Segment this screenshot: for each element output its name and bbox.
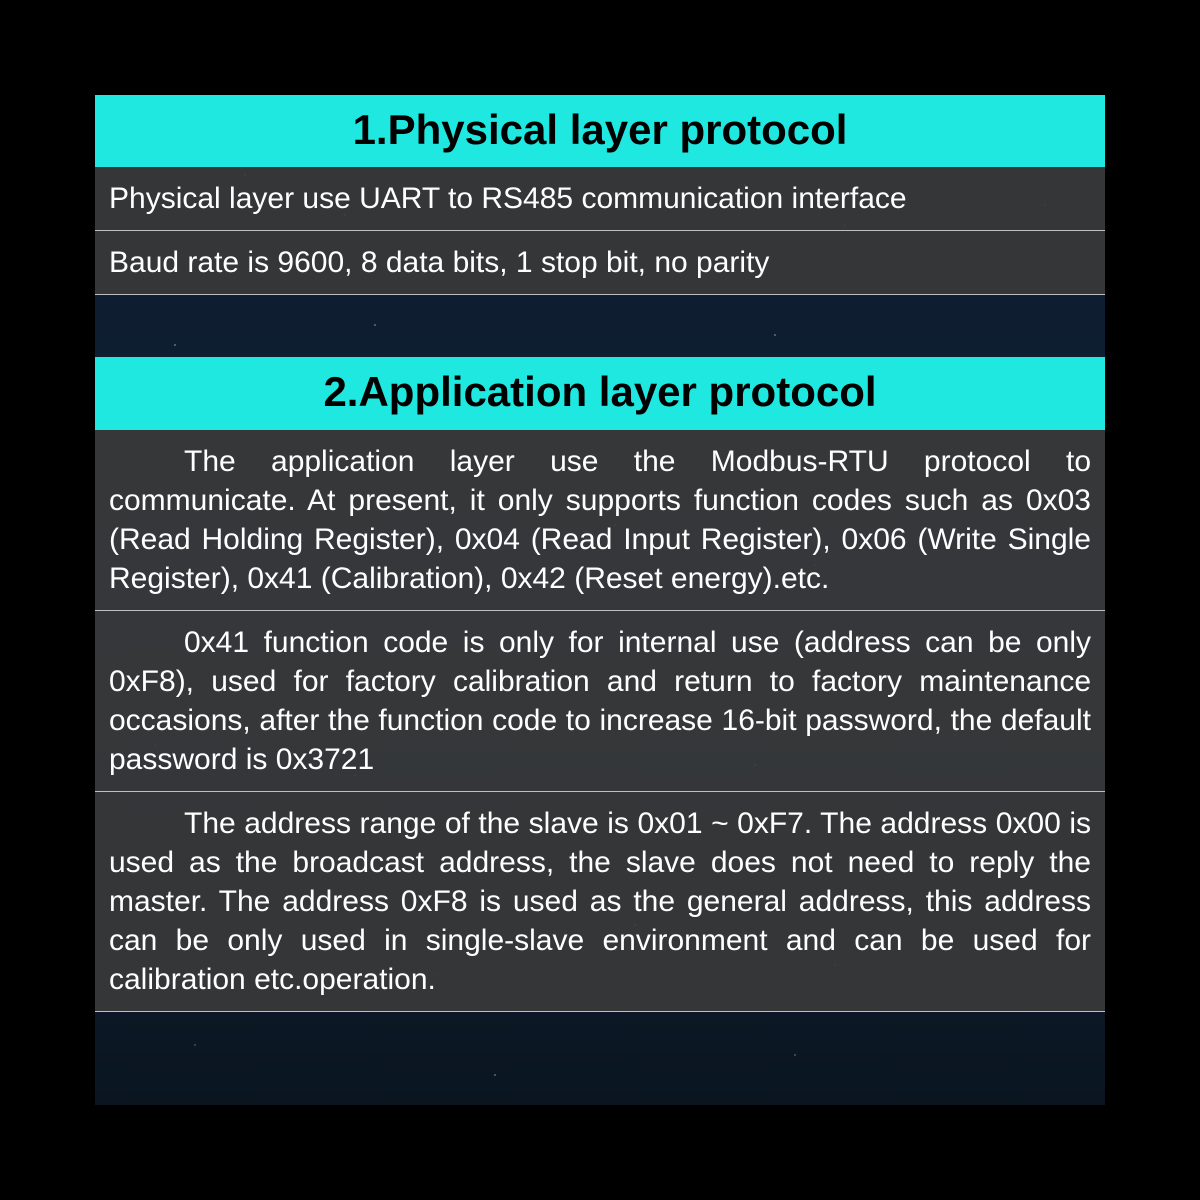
section-1-row: Physical layer use UART to RS485 communi…: [95, 167, 1105, 231]
document-frame: 1.Physical layer protocol Physical layer…: [95, 95, 1105, 1105]
section-2-paragraph: The application layer use the Modbus-RTU…: [95, 430, 1105, 611]
section-1-row: Baud rate is 9600, 8 data bits, 1 stop b…: [95, 231, 1105, 295]
document-content: 1.Physical layer protocol Physical layer…: [95, 95, 1105, 1012]
section-2-paragraph: The address range of the slave is 0x01 ~…: [95, 792, 1105, 1012]
section-2-paragraph: 0x41 function code is only for internal …: [95, 611, 1105, 792]
section-gap: [95, 295, 1105, 357]
section-1-header: 1.Physical layer protocol: [95, 95, 1105, 167]
section-2-header: 2.Application layer protocol: [95, 357, 1105, 429]
